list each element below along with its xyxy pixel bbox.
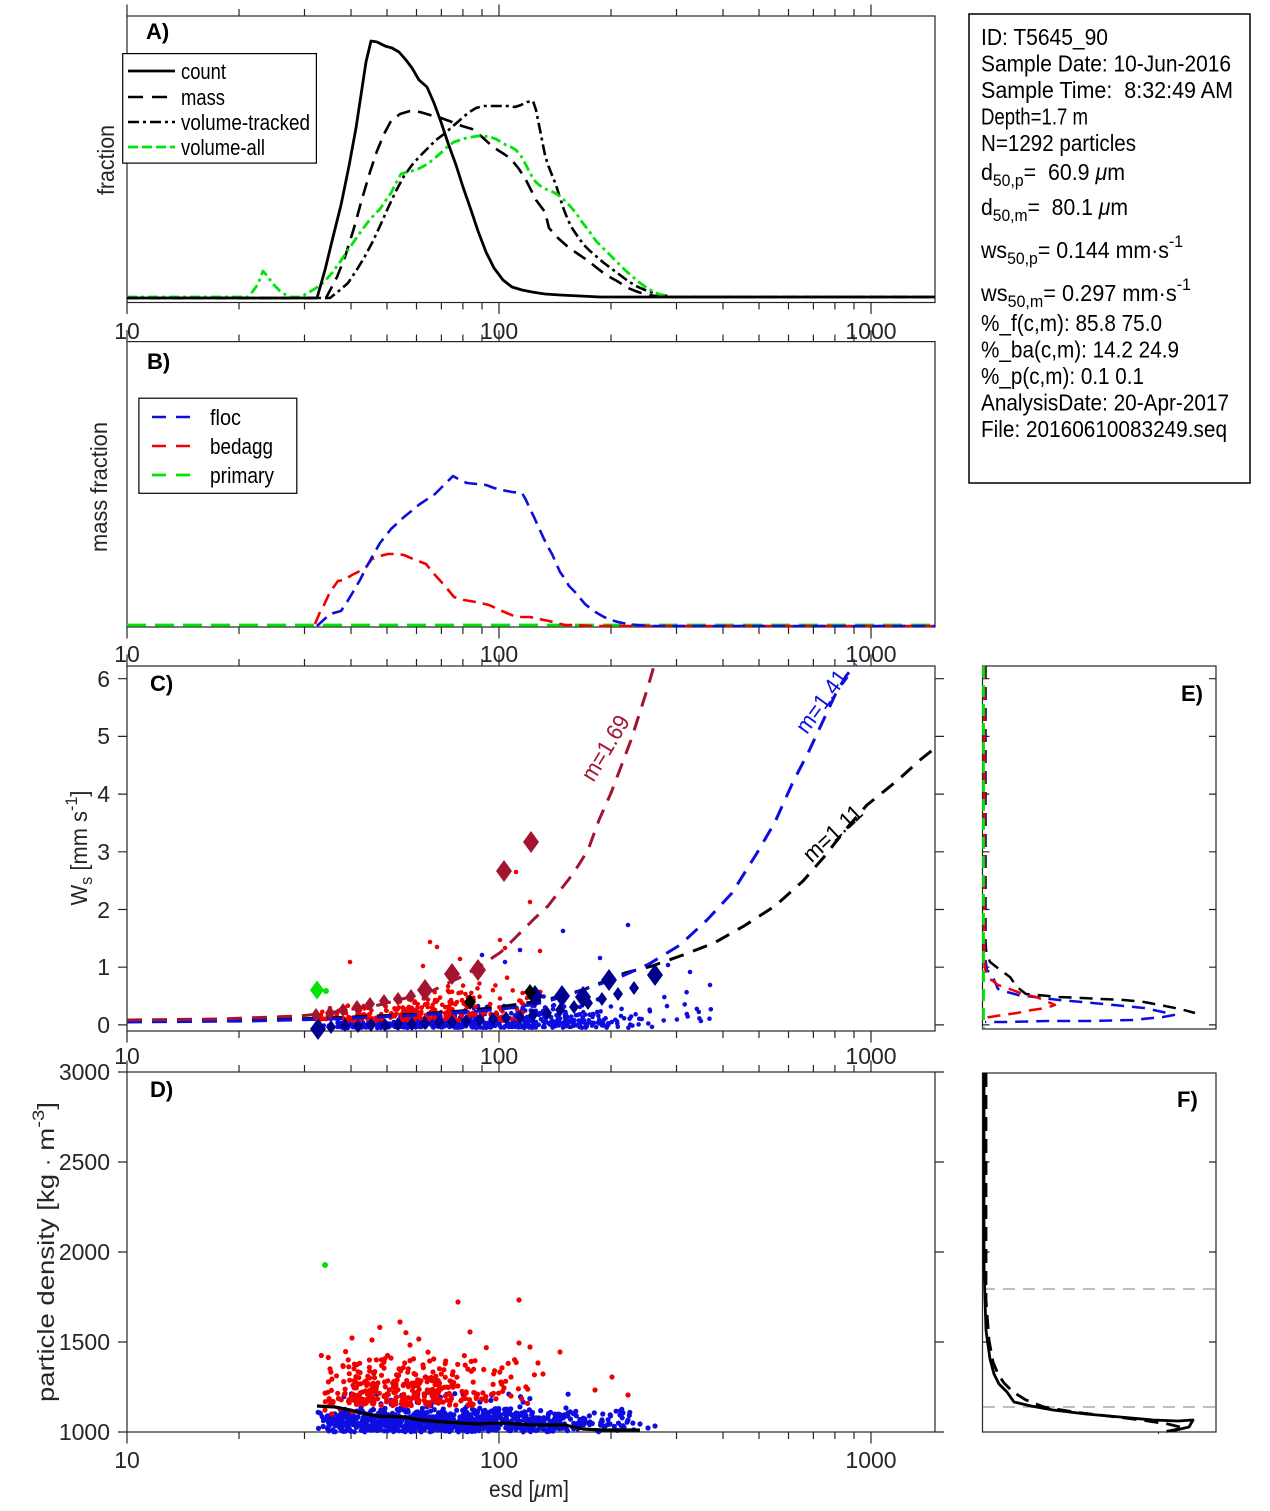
svg-text:%_p(c,m): 0.1 0.1: %_p(c,m): 0.1 0.1: [981, 363, 1144, 389]
svg-text:primary: primary: [210, 463, 274, 488]
svg-text:0: 0: [97, 1012, 110, 1038]
svg-text:100: 100: [480, 1447, 518, 1473]
svg-text:%_ba(c,m): 14.2 24.9: %_ba(c,m): 14.2 24.9: [981, 337, 1179, 363]
svg-text:fraction: fraction: [93, 125, 119, 195]
svg-text:File: 20160610083249.seq: File: 20160610083249.seq: [981, 416, 1227, 442]
svg-text:volume-tracked: volume-tracked: [181, 110, 310, 135]
svg-text:Sample Date: 10-Jun-2016: Sample Date: 10-Jun-2016: [981, 51, 1231, 77]
svg-text:10: 10: [114, 641, 140, 667]
svg-text:E): E): [1181, 681, 1203, 706]
svg-text:2500: 2500: [59, 1149, 110, 1175]
svg-text:1000: 1000: [845, 641, 896, 667]
svg-text:N=1292 particles: N=1292 particles: [981, 130, 1136, 156]
svg-text:4: 4: [97, 781, 110, 807]
svg-text:6: 6: [97, 666, 110, 692]
svg-text:1: 1: [97, 954, 110, 980]
svg-text:B): B): [147, 349, 170, 374]
svg-text:mass fraction: mass fraction: [86, 422, 112, 552]
svg-text:A): A): [146, 19, 169, 44]
svg-text:100: 100: [480, 1043, 518, 1069]
svg-text:AnalysisDate: 20-Apr-2017: AnalysisDate: 20-Apr-2017: [981, 390, 1229, 416]
svg-text:100: 100: [480, 641, 518, 667]
svg-text:5: 5: [97, 723, 110, 749]
svg-text:1000: 1000: [845, 318, 896, 344]
svg-text:ws50,p= 0.144 mm·s-1: ws50,p= 0.144 mm·s-1: [980, 232, 1183, 268]
svg-text:d50,p= 60.9 μm: d50,p= 60.9 μm: [981, 159, 1125, 190]
svg-text:esd [μm]: esd [μm]: [489, 1476, 569, 1502]
svg-text:1000: 1000: [845, 1043, 896, 1069]
svg-text:10: 10: [114, 1447, 140, 1473]
svg-text:D): D): [150, 1077, 173, 1102]
svg-text:1500: 1500: [59, 1329, 110, 1355]
svg-text:mass: mass: [181, 85, 225, 110]
svg-text:2: 2: [97, 897, 110, 923]
svg-text:count: count: [181, 59, 226, 84]
svg-text:d50,m= 80.1 μm: d50,m= 80.1 μm: [981, 194, 1128, 225]
svg-text:ID: T5645_90: ID: T5645_90: [981, 24, 1108, 50]
svg-text:%_f(c,m): 85.8 75.0: %_f(c,m): 85.8 75.0: [981, 310, 1162, 336]
svg-text:3: 3: [97, 839, 110, 865]
svg-text:F): F): [1177, 1087, 1198, 1112]
svg-text:1000: 1000: [845, 1447, 896, 1473]
svg-text:Depth=1.7 m: Depth=1.7 m: [981, 104, 1088, 130]
svg-text:100: 100: [480, 318, 518, 344]
svg-text:10: 10: [114, 318, 140, 344]
svg-text:2000: 2000: [59, 1239, 110, 1265]
svg-text:particle density [kg · m-3]: particle density [kg · m-3]: [29, 1102, 59, 1402]
svg-text:10: 10: [114, 1043, 140, 1069]
svg-text:C): C): [150, 671, 173, 696]
svg-text:bedagg: bedagg: [210, 434, 273, 459]
svg-text:1000: 1000: [59, 1419, 110, 1445]
svg-text:volume-all: volume-all: [181, 135, 265, 160]
svg-text:Sample Time: 8:32:49 AM: Sample Time: 8:32:49 AM: [981, 77, 1233, 103]
svg-text:3000: 3000: [59, 1059, 110, 1085]
svg-text:floc: floc: [210, 405, 241, 430]
